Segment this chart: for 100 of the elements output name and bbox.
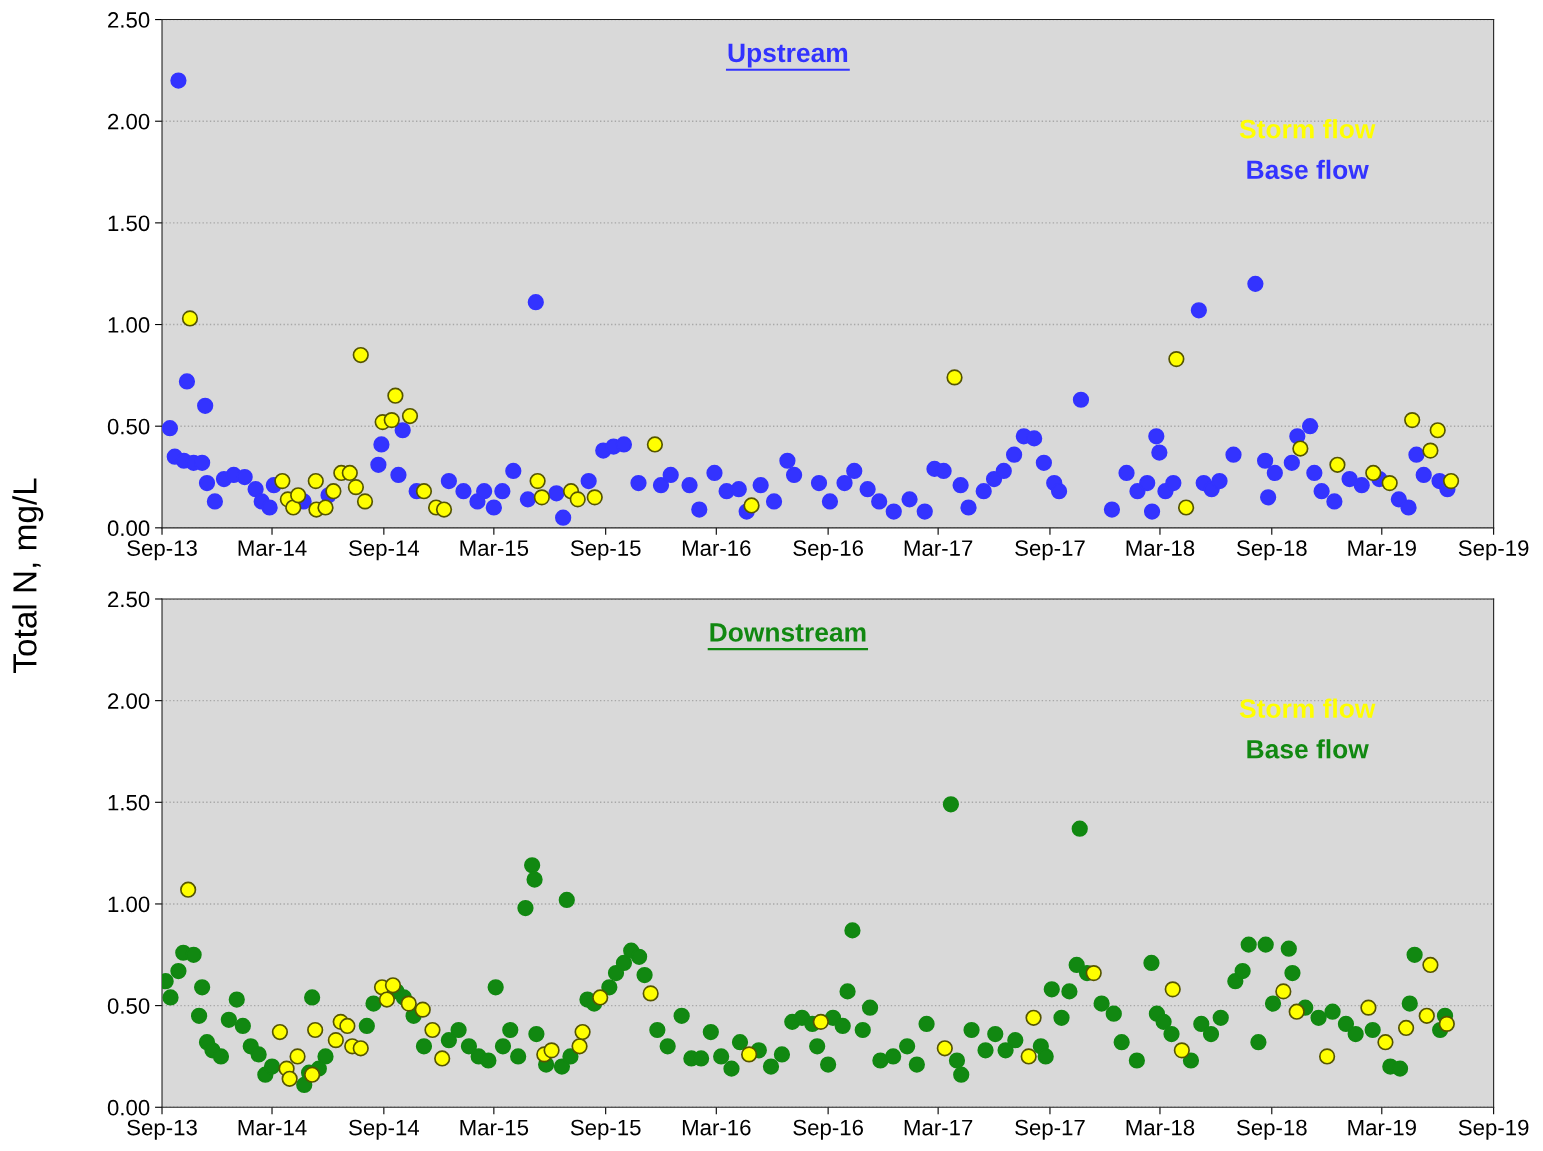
y-tick-label: 1.50 xyxy=(108,794,150,811)
x-tick-label: Sep-18 xyxy=(1236,1119,1307,1140)
x-tick-label: Sep-14 xyxy=(349,540,420,561)
point xyxy=(383,411,400,429)
text: Base flow xyxy=(1247,159,1369,180)
x-tick-label: Mar-16 xyxy=(682,540,751,556)
point xyxy=(424,1021,441,1039)
point xyxy=(1292,440,1309,457)
point xyxy=(1275,983,1292,1000)
point xyxy=(281,1070,298,1087)
text: Downstream xyxy=(710,623,866,642)
point xyxy=(642,985,659,1002)
x-tick-label: Sep-14 xyxy=(349,1119,420,1140)
y-tick-label: 0.00 xyxy=(107,1099,150,1116)
x-tick-label: Sep-18 xyxy=(1236,540,1307,561)
point xyxy=(646,436,664,453)
x-tick-label: Mar-19 xyxy=(1348,1119,1416,1136)
point xyxy=(378,991,396,1008)
y-tick-label: 1.00 xyxy=(108,896,150,913)
point xyxy=(812,1013,829,1030)
x-tick-label: Mar-17 xyxy=(904,1119,973,1136)
x-tick-label: Mar-14 xyxy=(238,1119,307,1136)
point xyxy=(743,497,760,514)
x-tick-label: Mar-17 xyxy=(904,540,973,556)
x-tick-label: Sep-15 xyxy=(570,540,641,561)
point xyxy=(936,1040,953,1057)
x-tick-label: Mar-18 xyxy=(1126,1119,1195,1136)
point xyxy=(1329,456,1346,473)
point xyxy=(387,387,404,404)
text: Storm flow xyxy=(1239,119,1376,139)
point xyxy=(1168,350,1185,368)
point xyxy=(1177,499,1195,516)
point xyxy=(1288,1003,1305,1020)
y-tick-label: 2.00 xyxy=(108,693,150,709)
x-tick-label: Mar-15 xyxy=(460,540,529,556)
x-tick-label: Mar-14 xyxy=(238,540,307,556)
point xyxy=(289,1048,306,1065)
point xyxy=(946,369,963,386)
point xyxy=(181,310,199,327)
point xyxy=(1173,1042,1190,1059)
point xyxy=(1397,1019,1415,1037)
y-tick-label: 1.50 xyxy=(108,215,150,232)
point xyxy=(317,499,334,516)
text: Base flow xyxy=(1247,739,1369,759)
y-tick-label: 2.00 xyxy=(108,113,150,130)
point xyxy=(435,501,453,518)
point xyxy=(341,464,358,482)
point xyxy=(180,881,197,898)
point xyxy=(1422,442,1439,459)
x-tick-label: Sep-19 xyxy=(1458,540,1529,561)
point xyxy=(1365,464,1382,482)
point xyxy=(1360,999,1377,1016)
point xyxy=(352,346,369,364)
point xyxy=(569,491,586,508)
point xyxy=(1025,1009,1042,1026)
point xyxy=(592,989,609,1006)
point xyxy=(285,499,302,516)
point xyxy=(352,1040,369,1057)
point xyxy=(307,1021,324,1039)
point xyxy=(434,1050,451,1067)
point xyxy=(325,483,342,500)
point xyxy=(414,1001,431,1018)
point xyxy=(415,483,433,500)
point xyxy=(339,1017,356,1035)
point xyxy=(1422,956,1439,974)
point xyxy=(327,1032,344,1049)
point xyxy=(1404,411,1421,429)
x-tick-label: Sep-16 xyxy=(793,1119,863,1140)
point xyxy=(356,493,374,510)
point xyxy=(1381,474,1398,492)
point xyxy=(274,472,291,490)
y-tick-label: 0.00 xyxy=(107,520,150,537)
x-tick-label: Sep-16 xyxy=(793,540,863,561)
y-tick-label: 0.50 xyxy=(107,418,150,435)
x-tick-label: Mar-19 xyxy=(1348,540,1416,556)
x-tick-label: Sep-17 xyxy=(1015,540,1085,561)
x-tick-label: Mar-16 xyxy=(682,1119,751,1136)
y-tick-label: 0.50 xyxy=(107,998,150,1014)
point xyxy=(740,1046,758,1063)
x-tick-label: Mar-15 xyxy=(460,1119,529,1136)
x-tick-label: Sep-15 xyxy=(570,1119,641,1140)
point xyxy=(1442,472,1460,490)
point xyxy=(1085,964,1102,982)
point xyxy=(384,977,402,994)
point xyxy=(271,1023,289,1041)
point xyxy=(290,487,307,504)
point xyxy=(401,407,419,425)
x-tick-label: Sep-13 xyxy=(127,1119,197,1140)
text: Upstream xyxy=(728,43,848,68)
point xyxy=(304,1066,321,1083)
point xyxy=(1318,1048,1336,1065)
point xyxy=(1438,1015,1455,1033)
point xyxy=(1429,422,1446,439)
point xyxy=(529,472,546,490)
point xyxy=(400,995,417,1012)
x-tick-label: Mar-18 xyxy=(1126,540,1195,556)
y-tick-label: 2.50 xyxy=(108,591,150,608)
x-tick-label: Sep-19 xyxy=(1458,1119,1529,1140)
x-tick-label: Sep-13 xyxy=(127,540,197,561)
point xyxy=(307,472,324,490)
